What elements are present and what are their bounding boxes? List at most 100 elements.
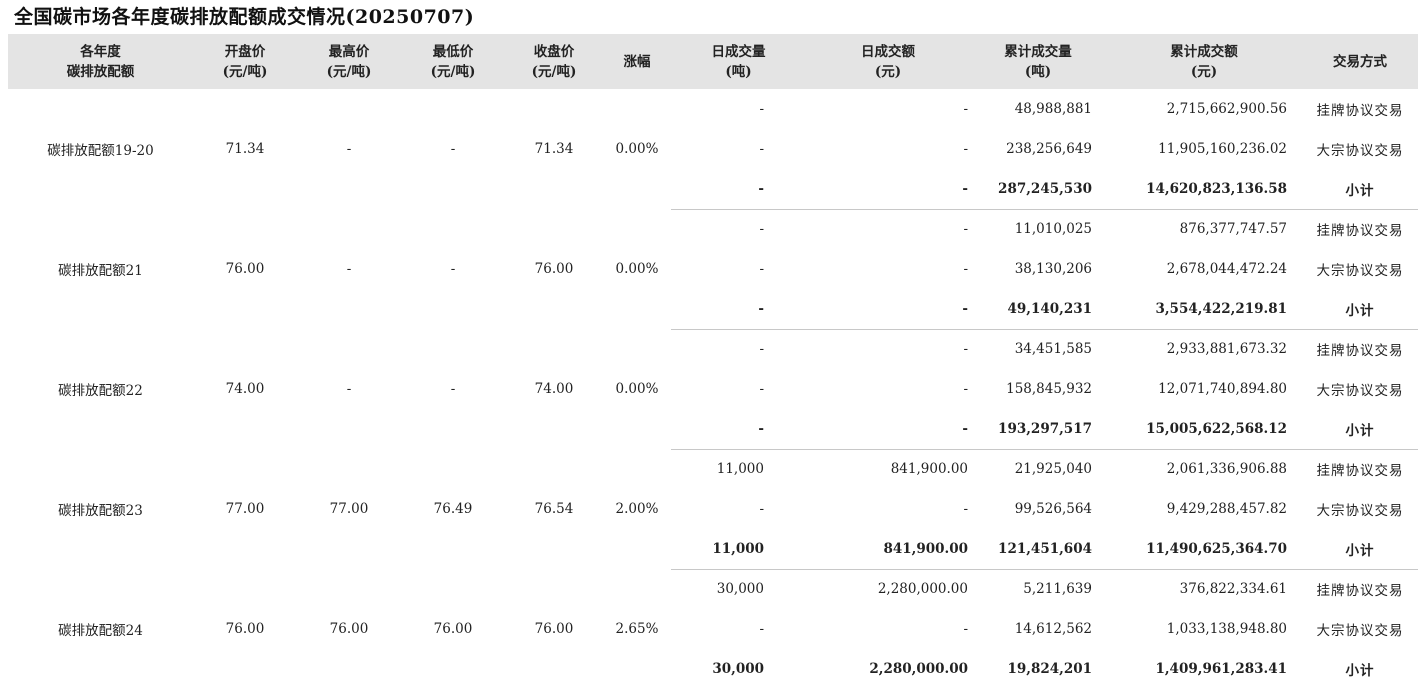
cum-volume-cell: 38,130,206 [1014, 261, 1092, 277]
table-row: 碳排放配额19-20 71.34 - - 71.34 0.00% - - 48,988,881 2… [8, 89, 1418, 159]
cum-amount-cell: 2,061,336,906.88 [1166, 461, 1287, 478]
trade-mode-cell: 小计 [1302, 169, 1418, 210]
quota-year-cell: 碳排放配额21 [58, 263, 143, 279]
change-cell: 0.00% [615, 381, 659, 397]
day-volume-cell: 30,000 [716, 581, 764, 598]
cum-volume-cell: 287,245,530 [970, 169, 1106, 210]
day-amount-cell: - [963, 341, 968, 358]
day-amount-cell: 2,280,000.00 [869, 661, 968, 677]
table-row: - - 38,130,206 2,678,044,472.24 大宗协议交易 [8, 249, 1418, 289]
subtotal-row: 30,000 2,280,000.00 19,824,201 1,409,961,28… [8, 649, 1418, 689]
header-high-price: 最高价 (元/吨) [326, 43, 372, 80]
day-amount-cell: - [963, 261, 968, 277]
trade-mode-cell: 挂牌协议交易 [1316, 223, 1404, 240]
low-price-cell: 76.00 [433, 621, 473, 637]
table-row: 碳排放配额24 76.00 76.00 76.00 76.00 2.65% 30,000 2,… [8, 569, 1418, 639]
table-row: - - 238,256,649 11,905,160,236.02 大宗协议交易 [8, 129, 1418, 169]
high-price-cell: - [346, 261, 352, 277]
cum-volume-cell: 158,845,932 [1006, 381, 1092, 397]
table-row: 碳排放配额23 77.00 77.00 76.49 76.54 2.00% 11,000 84… [8, 449, 1418, 519]
subtotal-row: - -49,140,231 3,554,422,219.81 小计 [8, 289, 1418, 330]
low-price-cell: - [450, 381, 456, 397]
high-price-cell: - [346, 381, 352, 397]
cum-volume-cell: 14,612,562 [1014, 621, 1092, 637]
cum-amount-cell: 9,429,288,457.82 [1166, 501, 1287, 517]
quota-year-cell: 碳排放配额22 [58, 383, 143, 399]
cum-volume-cell: 99,526,564 [1014, 501, 1092, 517]
cum-volume-cell: 21,925,040 [1014, 461, 1092, 478]
cum-volume-cell: 121,451,604 [970, 529, 1106, 570]
day-volume-cell: 11,000 [671, 529, 806, 570]
high-price-cell: 76.00 [329, 621, 369, 637]
change-cell: 0.00% [615, 261, 659, 277]
cum-amount-cell: 376,822,334.61 [1179, 581, 1287, 598]
cum-amount-cell: 2,715,662,900.56 [1166, 101, 1287, 117]
cum-volume-cell: 238,256,649 [1006, 141, 1092, 157]
cum-volume-cell: 193,297,517 [970, 409, 1106, 450]
day-volume-cell: - [759, 141, 764, 157]
day-amount-cell: - [806, 169, 970, 210]
header-quota-year: 各年度 碳排放配额 [66, 43, 135, 80]
header-open-price: 开盘价 (元/吨) [222, 43, 268, 80]
trade-mode-cell: 大宗协议交易 [1316, 263, 1404, 279]
header-cum-amount: 累计成交额 (元) [1170, 43, 1238, 80]
day-amount-cell: - [963, 141, 968, 157]
day-volume-cell: - [671, 289, 806, 330]
open-price-cell: 77.00 [225, 501, 265, 517]
day-volume-cell: - [671, 169, 806, 210]
cum-amount-cell: 1,033,138,948.80 [1166, 621, 1287, 637]
cum-volume-cell: 34,451,585 [1014, 341, 1092, 358]
cum-amount-cell: 15,005,622,568.12 [1106, 409, 1302, 450]
carbon-quota-trading-table: 各年度 碳排放配额 开盘价 (元/吨) 最高价 (元/吨) 最低价 (元/吨) 收盘价(… [8, 34, 1418, 689]
day-volume-cell: - [759, 621, 764, 637]
cum-volume-cell: 5,211,639 [1023, 581, 1092, 598]
cum-volume-cell: 19,824,201 [1007, 661, 1092, 677]
cum-amount-cell: 2,933,881,673.32 [1166, 341, 1287, 358]
open-price-cell: 76.00 [225, 621, 265, 637]
day-amount-cell: - [963, 101, 968, 117]
day-volume-cell: - [759, 501, 764, 517]
day-volume-cell: 11,000 [716, 461, 764, 478]
header-day-volume: 日成交量 (吨) [711, 43, 766, 80]
day-amount-cell: 2,280,000.00 [877, 581, 968, 598]
close-price-cell: 71.34 [534, 141, 574, 157]
low-price-cell: - [450, 141, 456, 157]
day-volume-cell: - [759, 221, 764, 238]
day-amount-cell: - [963, 221, 968, 238]
trade-mode-cell: 大宗协议交易 [1316, 503, 1404, 519]
header-trade-mode: 交易方式 [1333, 53, 1387, 70]
trade-mode-cell: 小计 [1302, 529, 1418, 570]
page-title: 全国碳市场各年度碳排放配额成交情况(20250707) [14, 6, 475, 28]
cum-amount-cell: 2,678,044,472.24 [1166, 261, 1287, 277]
table-header-row: 各年度 碳排放配额 开盘价 (元/吨) 最高价 (元/吨) 最低价 (元/吨) 收盘价(… [8, 34, 1418, 89]
header-low-price: 最低价 (元/吨) [430, 43, 476, 80]
trade-mode-cell: 挂牌协议交易 [1316, 463, 1404, 480]
quota-year-cell: 碳排放配额24 [58, 623, 143, 639]
trade-mode-cell: 小计 [1345, 663, 1375, 679]
cum-amount-cell: 11,905,160,236.02 [1158, 141, 1287, 157]
table-row: 碳排放配额21 76.00 - - 76.00 0.00% - - 11,010,025 876,… [8, 209, 1418, 279]
change-cell: 2.65% [615, 621, 659, 637]
day-amount-cell: - [963, 381, 968, 397]
subtotal-row: - -193,297,517 15,005,622,568.12 小计 [8, 409, 1418, 450]
high-price-cell: 77.00 [329, 501, 369, 517]
cum-amount-cell: 12,071,740,894.80 [1158, 381, 1287, 397]
close-price-cell: 76.00 [534, 621, 574, 637]
close-price-cell: 76.00 [534, 261, 574, 277]
trade-mode-cell: 大宗协议交易 [1316, 623, 1404, 639]
open-price-cell: 76.00 [225, 261, 265, 277]
trade-mode-cell: 小计 [1302, 289, 1418, 330]
day-volume-cell: 30,000 [712, 661, 764, 677]
cum-volume-cell: 48,988,881 [1014, 101, 1092, 117]
table-body: 碳排放配额19-20 71.34- -71.34 0.00% - -48,988,881 2… [8, 89, 1418, 689]
quota-year-cell: 碳排放配额19-20 [47, 143, 154, 159]
day-amount-cell: 841,900.00 [806, 529, 970, 570]
close-price-cell: 74.00 [534, 381, 574, 397]
day-volume-cell: - [759, 341, 764, 358]
trade-mode-cell: 挂牌协议交易 [1316, 583, 1404, 600]
table-row: 碳排放配额22 74.00 - - 74.00 0.00% - - 34,451,585 2,93… [8, 329, 1418, 399]
table-row: - - 14,612,562 1,033,138,948.80 大宗协议交易 [8, 609, 1418, 649]
day-volume-cell: - [759, 101, 764, 117]
cum-amount-cell: 14,620,823,136.58 [1106, 169, 1302, 210]
header-day-amount: 日成交额 (元) [861, 43, 915, 80]
